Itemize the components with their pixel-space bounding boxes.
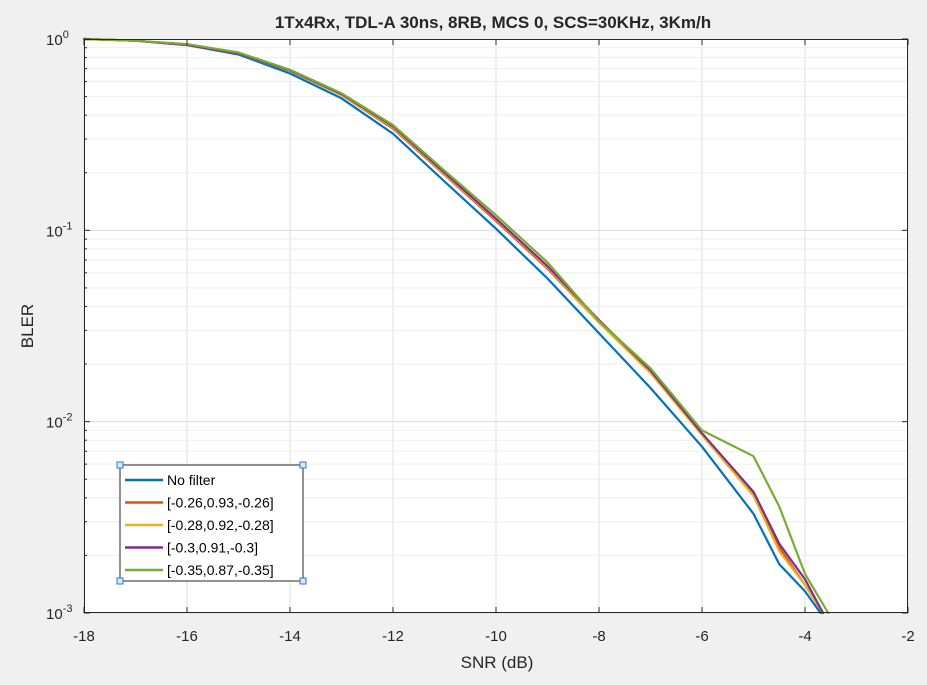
x-tick-label: -18 (73, 628, 95, 645)
grid (83, 39, 909, 614)
x-tick-label: -4 (798, 628, 811, 645)
legend-label: No filter (167, 472, 216, 488)
x-tick-label: -2 (901, 628, 914, 645)
x-tick-label: -12 (382, 628, 404, 645)
legend-label: [-0.3,0.91,-0.3] (167, 540, 258, 556)
legend-resize-handle[interactable] (299, 461, 307, 469)
y-axis-ticks: 100 10-1 10-2 10-3 (46, 29, 908, 623)
series-line-5 (82, 37, 830, 615)
y-tick-label: 10-1 (46, 220, 72, 240)
y-tick-label: 100 (46, 29, 69, 49)
legend-box[interactable] (119, 464, 304, 582)
legend-label: [-0.35,0.87,-0.35] (167, 562, 274, 578)
series-lines (82, 37, 830, 615)
legend[interactable]: No filter [-0.26,0.93,-0.26] [-0.28,0.92,-… (116, 461, 307, 585)
x-axis-ticks: -18 -16 -14 -12 -10 -8 -6 -4 -2 (73, 39, 915, 645)
x-tick-label: -10 (485, 628, 507, 645)
x-tick-label: -16 (176, 628, 198, 645)
y-tick-label: 10-3 (46, 603, 72, 623)
legend-resize-handle[interactable] (116, 461, 124, 469)
legend-resize-handle[interactable] (116, 577, 124, 585)
legend-resize-handle[interactable] (299, 577, 307, 585)
x-tick-label: -14 (279, 628, 301, 645)
x-tick-label: -8 (592, 628, 605, 645)
legend-label: [-0.28,0.92,-0.28] (167, 517, 274, 533)
legend-label: [-0.26,0.93,-0.26] (167, 495, 274, 511)
y-tick-label: 10-2 (46, 412, 72, 432)
chart-title: 1Tx4Rx, TDL-A 30ns, 8RB, MCS 0, SCS=30KH… (275, 13, 711, 32)
y-axis-label: BLER (18, 304, 37, 348)
x-axis-label: SNR (dB) (461, 653, 534, 672)
x-tick-label: -6 (695, 628, 708, 645)
